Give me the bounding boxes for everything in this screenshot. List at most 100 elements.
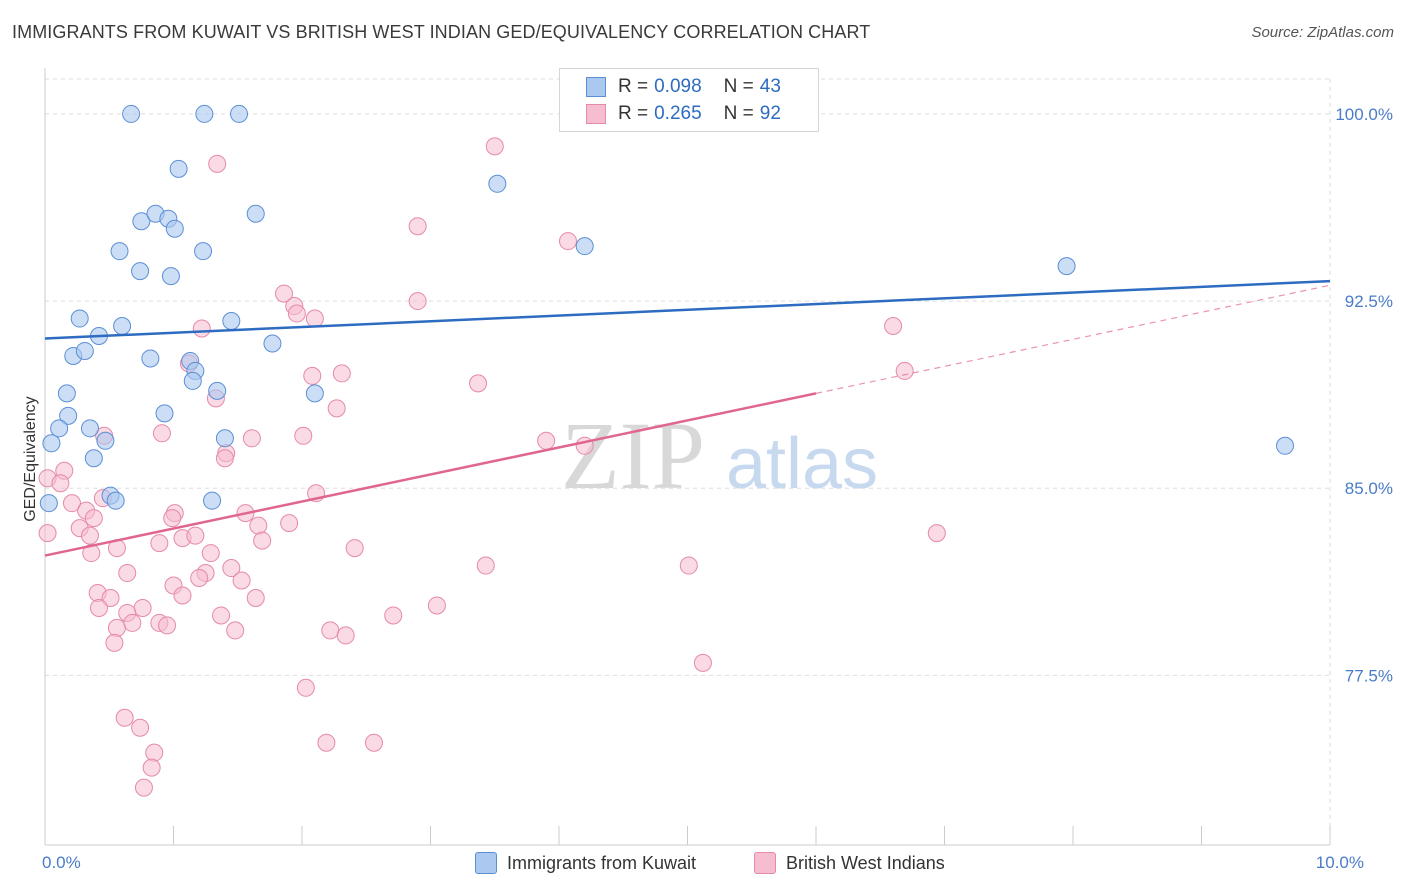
bwi-point: [212, 606, 231, 625]
kuwait-point: [195, 104, 214, 123]
kuwait-point: [575, 237, 594, 256]
y-tick-label: 85.0%: [1345, 479, 1393, 498]
bwi-point: [294, 426, 313, 445]
kuwait-point: [122, 104, 141, 123]
bwi-point: [303, 366, 322, 385]
series-legend-kuwait[interactable]: Immigrants from Kuwait: [475, 852, 696, 874]
bwi-point: [895, 361, 914, 380]
kuwait-point: [39, 494, 58, 513]
watermark-atlas: atlas: [726, 424, 878, 504]
bwi-point: [131, 718, 150, 737]
series-legend-bwi[interactable]: British West Indians: [754, 852, 945, 874]
bwi-point: [246, 588, 265, 607]
bwi-point: [345, 539, 364, 558]
bwi-point: [190, 569, 209, 588]
bwi-point: [275, 284, 294, 303]
bwi-point: [332, 364, 351, 383]
bwi-point: [163, 509, 182, 528]
kuwait-point: [305, 384, 324, 403]
bwi-point: [89, 598, 108, 617]
y-tick-label: 100.0%: [1335, 105, 1393, 124]
kuwait-point: [203, 491, 222, 510]
kuwait-point: [84, 449, 103, 468]
bwi-point: [558, 232, 577, 251]
axes: [44, 68, 1331, 846]
kuwait-point: [70, 309, 89, 328]
legend-swatch-bwi: [586, 104, 606, 124]
bwi-point: [242, 429, 261, 448]
legend-r-label: R =: [618, 103, 649, 124]
bwi-point: [927, 524, 946, 543]
x-tick-label: 10.0%: [1316, 853, 1364, 872]
bwi-point: [679, 556, 698, 575]
bwi-point: [537, 431, 556, 450]
legend-n-value: 92: [759, 103, 781, 124]
legend-row-bwi: R = 0.265 N = 92: [586, 101, 781, 127]
bwi-point: [249, 516, 268, 535]
kuwait-point: [222, 312, 241, 331]
bwi-point: [427, 596, 446, 615]
trend-lines: [44, 279, 1331, 557]
kuwait-point: [131, 262, 150, 281]
bwi-point: [105, 633, 124, 652]
kuwait-point: [246, 204, 265, 223]
legend-n-label: N =: [723, 76, 754, 97]
legend-r-value: 0.265: [654, 103, 702, 124]
kuwait-point: [208, 381, 227, 400]
kuwait-point: [96, 431, 115, 450]
series-legend: Immigrants from Kuwait British West Indi…: [0, 852, 1406, 878]
bwi-point: [62, 494, 81, 513]
bwi-point: [107, 618, 126, 637]
bwi-point: [145, 743, 164, 762]
kuwait-trend-line: [44, 279, 1331, 340]
series-swatch-bwi: [754, 852, 776, 874]
legend-swatch-kuwait: [586, 77, 606, 97]
correlation-legend: R = 0.098 N = 43 R = 0.265 N = 92: [559, 68, 819, 132]
bwi-point: [232, 571, 251, 590]
bwi-point: [327, 399, 346, 418]
bwi-point: [80, 526, 99, 545]
series-swatch-kuwait: [475, 852, 497, 874]
y-tick-label: 77.5%: [1345, 666, 1393, 685]
bwi-point: [226, 621, 245, 640]
bwi-point: [408, 292, 427, 311]
bwi-point: [253, 531, 272, 550]
bwi-point: [133, 598, 152, 617]
kuwait-point: [42, 434, 61, 453]
bwi-point: [321, 621, 340, 640]
bwi-point: [118, 564, 137, 583]
bwi-point: [142, 758, 161, 777]
kuwait-point: [57, 384, 76, 403]
bwi-point: [115, 708, 134, 727]
bwi-point: [296, 678, 315, 697]
bwi-point: [134, 778, 153, 797]
kuwait-points: [39, 104, 1295, 513]
bwi-point: [280, 514, 299, 533]
bwi-point: [150, 534, 169, 553]
kuwait-point: [215, 429, 234, 448]
source-label: Source: ZipAtlas.com: [1251, 24, 1394, 41]
bwi-point: [408, 217, 427, 236]
bwi-point: [693, 653, 712, 672]
watermark-zip: ZIP: [561, 402, 705, 509]
chart-title: IMMIGRANTS FROM KUWAIT VS BRITISH WEST I…: [12, 22, 871, 42]
bwi-point: [485, 137, 504, 156]
kuwait-point: [75, 341, 94, 360]
bwi-point: [158, 616, 177, 635]
bwi-point: [186, 526, 205, 545]
bwi-point: [51, 474, 70, 493]
kuwait-point: [50, 419, 69, 438]
legend-n-label: N =: [723, 103, 754, 124]
watermark: ZIP atlas: [561, 402, 878, 509]
bwi-point: [222, 559, 241, 578]
legend-r-value: 0.098: [654, 76, 702, 97]
bwi-point: [305, 309, 324, 328]
legend-row-kuwait: R = 0.098 N = 43: [586, 74, 781, 100]
kuwait-point: [80, 419, 99, 438]
bwi-point: [336, 626, 355, 645]
bwi-point: [192, 319, 211, 338]
y-axis-label: GED/Equivalency: [22, 396, 39, 522]
tick-labels: 77.5% 85.0% 92.5% 100.0% 0.0% 10.0%: [42, 105, 1393, 872]
bwi-point: [173, 586, 192, 605]
